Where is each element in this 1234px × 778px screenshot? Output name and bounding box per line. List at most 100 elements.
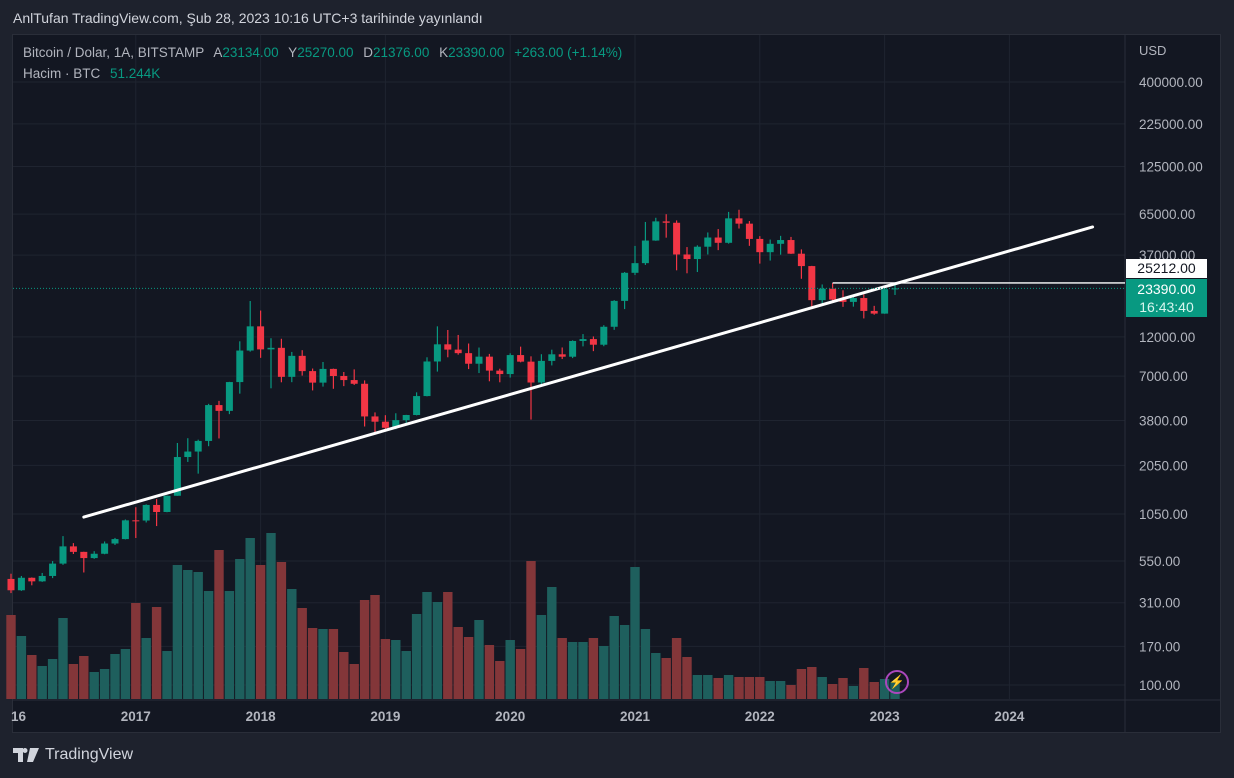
volume-bar: [16, 636, 27, 699]
candle-body: [340, 376, 348, 381]
volume-bar: [474, 620, 484, 699]
volume-label[interactable]: Hacim · BTC: [23, 66, 101, 81]
time-tick-label: 16: [11, 709, 27, 724]
series-legend: Bitcoin / Dolar, 1A, BITSTAMP A23134.00 …: [23, 45, 628, 60]
candle-body: [121, 520, 129, 540]
candle-body: [413, 396, 421, 416]
close-label: K: [439, 45, 449, 60]
volume-bar: [463, 637, 474, 699]
symbol-label[interactable]: Bitcoin / Dolar, 1A, BITSTAMP: [23, 45, 205, 60]
volume-bar: [318, 629, 328, 699]
candle-body: [849, 298, 857, 302]
close-value: 23390.00: [448, 45, 505, 60]
candle-body: [267, 347, 275, 350]
candle-body: [309, 371, 317, 383]
time-axis: 16 2017 2018 2019 2020 2021 2022 2023 2024: [11, 709, 1025, 724]
candle-body: [631, 263, 639, 273]
volume-bar: [671, 638, 682, 699]
candle-body: [153, 504, 161, 512]
volume-bar: [141, 638, 151, 699]
candle-body: [184, 451, 192, 458]
candle-body: [7, 578, 15, 591]
price-tick-label: 100.00: [1139, 678, 1180, 693]
volume-bar: [68, 664, 79, 699]
candle-body: [236, 350, 244, 383]
volume-bar: [817, 677, 827, 699]
volume-bar: [599, 646, 609, 699]
volume-bar: [297, 608, 307, 699]
candle-body: [527, 361, 535, 383]
candle-body: [870, 310, 878, 314]
volume-bar: [526, 561, 536, 699]
time-tick-label: 2020: [495, 709, 525, 724]
volume-bar: [287, 589, 297, 699]
candle-body: [381, 421, 389, 428]
price-tick-label: 125000.00: [1139, 160, 1203, 175]
volume-bar: [235, 559, 245, 699]
candle-body: [621, 272, 629, 301]
candle-body: [205, 405, 213, 441]
time-tick-label: 2019: [370, 709, 400, 724]
volume-bar: [734, 677, 744, 699]
candle-body: [496, 370, 504, 375]
time-tick-label: 2023: [870, 709, 901, 724]
price-tick-label: 2050.00: [1139, 458, 1188, 473]
candle-body: [361, 383, 369, 417]
time-tick-label: 2022: [745, 709, 775, 724]
price-tick-label: 1050.00: [1139, 507, 1188, 522]
volume-bar: [505, 640, 515, 699]
volume-bar: [515, 649, 526, 699]
volume-bar: [786, 685, 796, 699]
volume-bar: [609, 616, 619, 699]
volume-bar: [713, 678, 723, 699]
candle-body: [589, 339, 597, 345]
volume-bar: [443, 592, 453, 699]
volume-bar: [703, 675, 713, 699]
volume-bar: [131, 603, 141, 699]
candle-body: [38, 575, 46, 582]
candle-body: [569, 340, 577, 357]
volume-bar: [578, 642, 588, 699]
volume-bar: [765, 681, 775, 699]
volume-bar: [775, 681, 786, 699]
candle-body: [80, 551, 88, 559]
footer-logo[interactable]: TradingView: [13, 746, 133, 764]
candle-body: [693, 246, 701, 260]
candle-body: [371, 416, 379, 422]
price-tick-label: 400000.00: [1139, 75, 1203, 90]
lightning-icon[interactable]: ⚡: [885, 670, 909, 694]
volume-bar: [682, 657, 692, 699]
volume-bar: [151, 607, 162, 699]
price-tick-label: 3800.00: [1139, 414, 1188, 429]
candle-body: [111, 539, 119, 544]
candle-body: [465, 353, 473, 364]
horizontal-line-price-label: 25212.00: [1126, 259, 1207, 278]
volume-bar: [79, 656, 89, 699]
volume-bar: [536, 615, 547, 699]
open-value: 23134.00: [222, 45, 279, 60]
candle-body: [662, 221, 670, 223]
candles: [7, 209, 899, 594]
volume-bar: [193, 572, 203, 699]
volume-bar: [411, 614, 422, 699]
volume-value: 51.244K: [110, 66, 161, 81]
volume-bar: [827, 684, 838, 699]
candle-body: [839, 299, 847, 302]
low-label: D: [363, 45, 374, 60]
volume-bar: [89, 672, 99, 699]
volume-bar: [838, 678, 848, 699]
volume-bar: [432, 602, 443, 699]
candle-body: [610, 300, 618, 327]
time-tick-label: 2024: [994, 709, 1025, 724]
volume-bar: [869, 682, 879, 699]
volume-bar: [453, 627, 463, 699]
candle-body: [756, 238, 764, 253]
candle-body: [475, 356, 483, 364]
volume-bar: [557, 638, 567, 699]
price-tick-label: 225000.00: [1139, 117, 1203, 132]
volume-bar: [162, 651, 172, 699]
volume-bar: [307, 628, 318, 699]
candle-body: [641, 240, 649, 264]
candle-body: [714, 237, 722, 243]
